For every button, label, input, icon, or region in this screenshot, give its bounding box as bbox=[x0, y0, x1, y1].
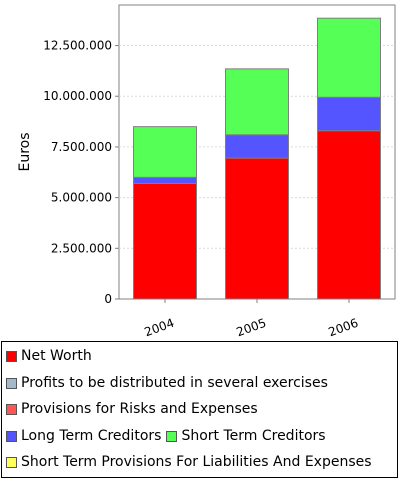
x-tick-label: 2005 bbox=[235, 316, 268, 340]
legend-swatch bbox=[6, 377, 17, 389]
legend-swatch bbox=[6, 403, 17, 415]
y-tick-label: 5.000.000 bbox=[51, 191, 112, 205]
legend-swatch bbox=[6, 350, 17, 362]
legend-label: Profits to be distributed in several exe… bbox=[21, 375, 328, 391]
bar-segment bbox=[133, 182, 197, 300]
bar-segment bbox=[133, 126, 197, 178]
legend-label: Long Term Creditors bbox=[21, 428, 162, 444]
legend-item-net-worth: Net Worth bbox=[6, 348, 92, 364]
legend: Net Worth Profits to be distributed in s… bbox=[1, 341, 398, 478]
x-tick-label: 2004 bbox=[143, 316, 176, 340]
legend-label: Short Term Provisions For Liabilities An… bbox=[21, 454, 372, 470]
legend-swatch bbox=[166, 430, 178, 442]
legend-row: Long Term Creditors Short Term Creditors bbox=[6, 428, 326, 444]
legend-item-long-term-creditors: Long Term Creditors bbox=[6, 428, 161, 444]
legend-label: Short Term Creditors bbox=[181, 428, 326, 444]
legend-item-short-term-provisions: Short Term Provisions For Liabilities An… bbox=[6, 454, 372, 470]
bar-segment bbox=[225, 134, 289, 159]
x-axis-ticks: 2004 2005 2006 bbox=[143, 299, 360, 339]
legend-swatch bbox=[6, 456, 17, 468]
bar-segment bbox=[317, 96, 381, 132]
stacked-bar-chart: 0 2.500.000 5.000.000 7.500.000 10.000.000 12… bbox=[17, 4, 396, 339]
bar-segment bbox=[317, 17, 381, 98]
legend-item-short-term-creditors: Short Term Creditors bbox=[166, 428, 326, 444]
legend-row: Provisions for Risks and Expenses bbox=[6, 401, 258, 417]
legend-label: Provisions for Risks and Expenses bbox=[21, 401, 258, 417]
bar-segment bbox=[133, 176, 197, 184]
bar-segment bbox=[317, 130, 381, 300]
bar-segment bbox=[225, 68, 289, 136]
legend-row: Profits to be distributed in several exe… bbox=[6, 375, 328, 391]
legend-label: Net Worth bbox=[21, 348, 92, 364]
legend-item-provisions: Provisions for Risks and Expenses bbox=[6, 401, 258, 417]
legend-row: Short Term Provisions For Liabilities An… bbox=[6, 454, 372, 470]
x-tick-label: 2006 bbox=[327, 316, 360, 340]
legend-item-profits: Profits to be distributed in several exe… bbox=[6, 375, 328, 391]
bar-segment bbox=[225, 157, 289, 300]
y-tick-label: 2.500.000 bbox=[51, 241, 112, 255]
bars bbox=[133, 17, 381, 300]
y-axis-label: Euros bbox=[17, 132, 33, 171]
y-tick-label: 7.500.000 bbox=[51, 140, 112, 154]
y-axis-ticks: 0 2.500.000 5.000.000 7.500.000 10.000.000 12… bbox=[43, 39, 119, 306]
y-tick-label: 0 bbox=[104, 292, 112, 306]
legend-row: Net Worth bbox=[6, 348, 92, 364]
y-tick-label: 10.000.000 bbox=[43, 89, 112, 103]
y-tick-label: 12.500.000 bbox=[43, 39, 112, 53]
legend-swatch bbox=[6, 430, 17, 442]
